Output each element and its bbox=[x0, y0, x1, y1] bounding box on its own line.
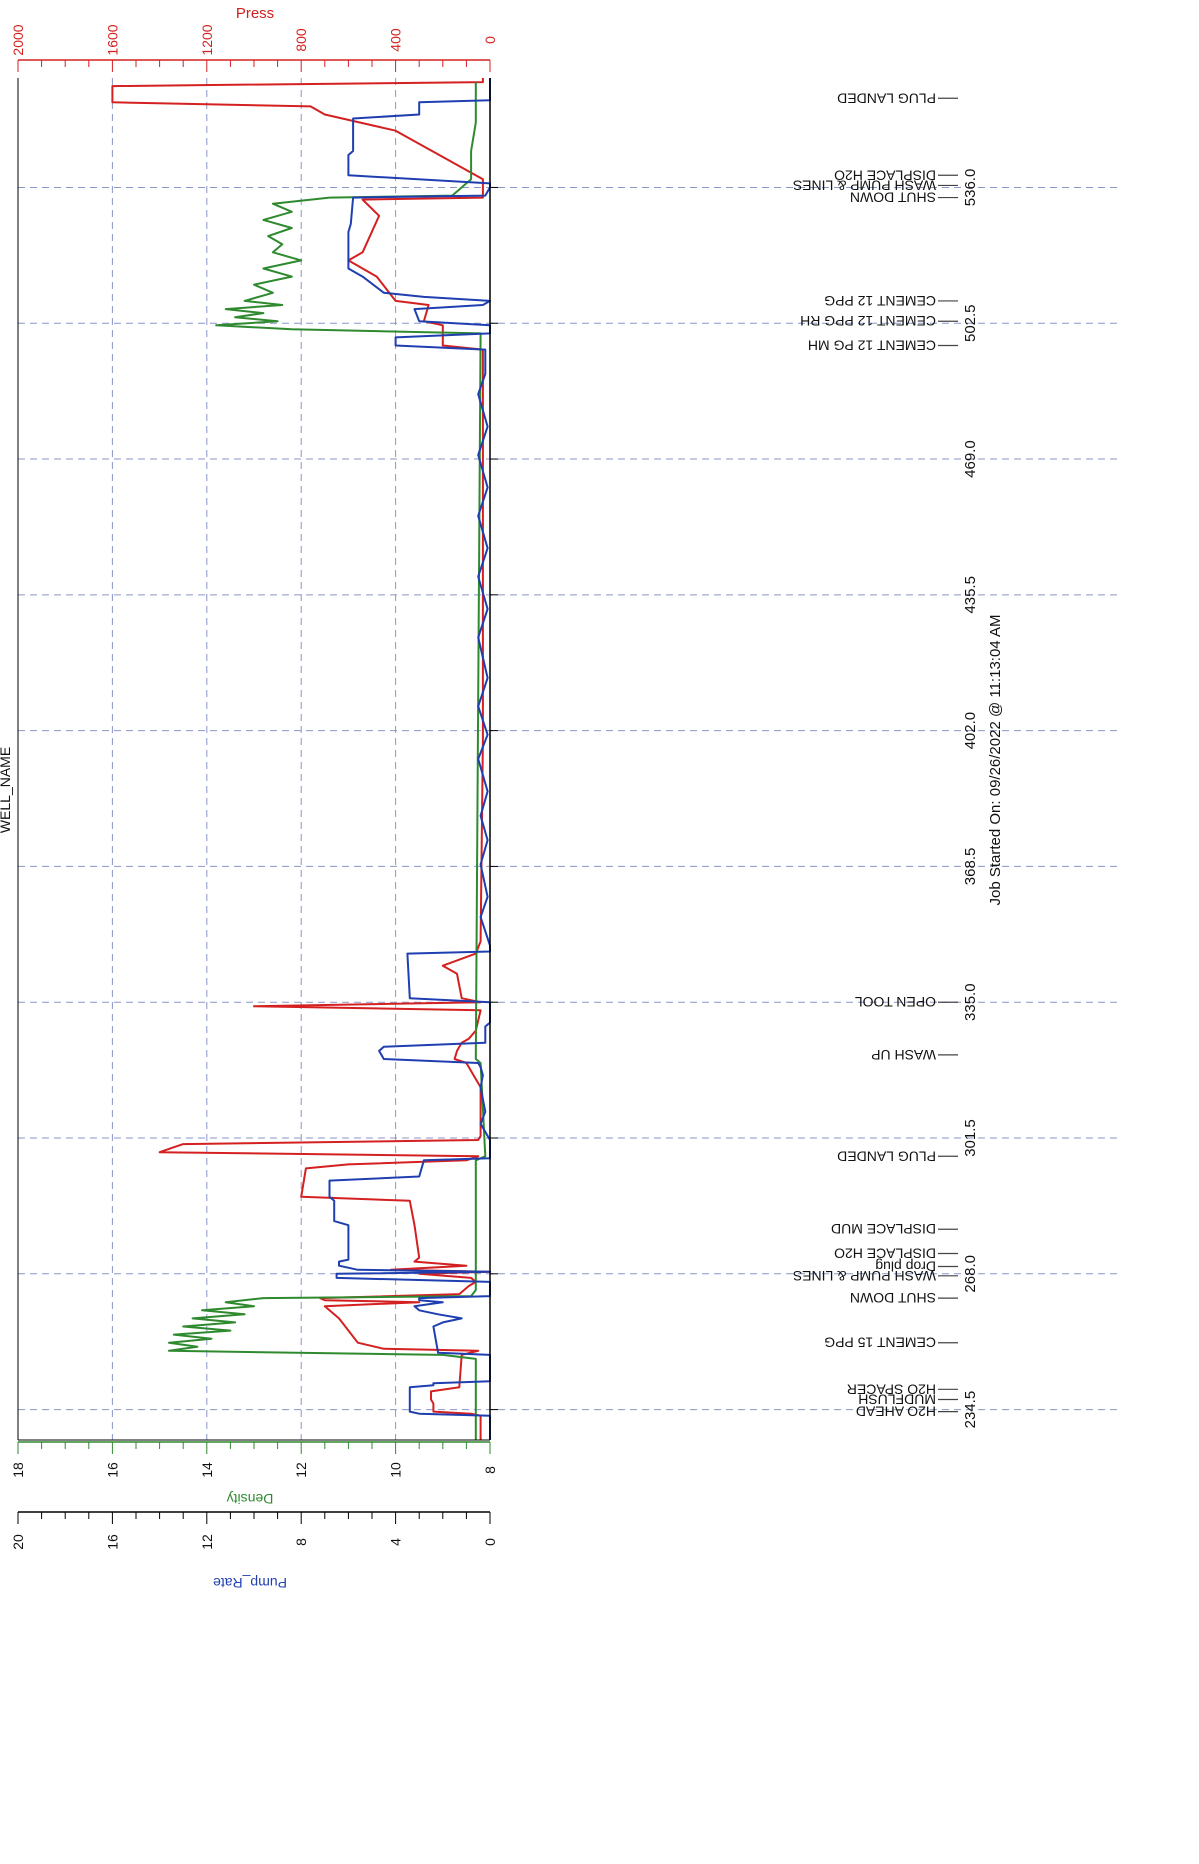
press-tick-label: 400 bbox=[388, 28, 404, 52]
press-tick-label: 1600 bbox=[104, 24, 120, 55]
series-line-density bbox=[168, 82, 487, 1440]
event-label: PLUG LANDED bbox=[837, 1148, 936, 1164]
pump-rate-tick-label: 4 bbox=[388, 1538, 404, 1546]
event-label: DISPLACE H2O bbox=[834, 167, 936, 183]
chart-text: 234.5 268.0 301.5 335.0 368.5 402.0 435.5 469.0… bbox=[0, 5, 1004, 1591]
time-tick-label: 335.0 bbox=[962, 983, 979, 1021]
density-tick-label: 16 bbox=[104, 1462, 120, 1478]
density-tick-label: 10 bbox=[388, 1462, 404, 1478]
job-start-label: Job Started On: 09/26/2022 @ 11:13:04 AM bbox=[987, 615, 1004, 906]
density-tick-label: 18 bbox=[10, 1462, 26, 1478]
pump-rate-tick-label: 20 bbox=[10, 1534, 26, 1550]
density-tick-label: 12 bbox=[293, 1462, 309, 1478]
pump-rate-tick-label: 8 bbox=[293, 1538, 309, 1546]
time-tick-label: 268.0 bbox=[962, 1255, 979, 1293]
time-tick-label: 301.5 bbox=[962, 1119, 979, 1157]
event-label: H2O AHEAD bbox=[856, 1404, 936, 1420]
pump-rate-tick-label: 0 bbox=[482, 1538, 498, 1546]
chart-title: WELL_NAME bbox=[0, 747, 13, 833]
event-label: CEMENT 15 PPG bbox=[824, 1335, 936, 1351]
event-label: CEMENT 12 PG MH bbox=[808, 338, 936, 354]
event-label: H2O SPACER bbox=[847, 1381, 936, 1397]
axes bbox=[17, 59, 498, 1524]
time-tick-label: 368.5 bbox=[962, 848, 979, 886]
event-label: MUDFLUSH bbox=[858, 1391, 936, 1407]
event-label: WASH PUMP & LINES bbox=[793, 177, 936, 193]
event-label: CEMENT 12 PPG bbox=[824, 293, 936, 309]
press-axis-label: Press bbox=[236, 5, 274, 22]
pump-rate-axis-label: Pump_Rate bbox=[213, 1575, 287, 1591]
density-tick-label: 14 bbox=[199, 1462, 215, 1478]
press-tick-label: 0 bbox=[482, 36, 498, 44]
event-label: PLUG LANDED bbox=[837, 90, 936, 106]
press-tick-label: 2000 bbox=[10, 24, 26, 55]
pump-rate-tick-label: 16 bbox=[104, 1534, 120, 1550]
event-label: Drop plug bbox=[875, 1259, 936, 1275]
event-label: WASH UP bbox=[871, 1047, 936, 1063]
plot-area bbox=[18, 78, 490, 1440]
press-tick-label: 1200 bbox=[199, 24, 215, 55]
series-lines bbox=[111, 78, 491, 1440]
press-tick-label: 800 bbox=[293, 28, 309, 52]
time-tick-label: 402.0 bbox=[962, 712, 979, 750]
density-axis-label: Density bbox=[227, 1491, 274, 1507]
event-label: DISPLACE MUD bbox=[831, 1221, 936, 1237]
event-label: CEMENT 12 PPG RH bbox=[800, 313, 936, 329]
time-tick-label: 234.5 bbox=[962, 1391, 979, 1429]
event-label: DISPLACE H2O bbox=[834, 1246, 936, 1262]
series-line-pump_rate bbox=[328, 78, 491, 1440]
grid bbox=[18, 78, 1120, 1440]
series-line-press bbox=[111, 78, 491, 1440]
event-label: WASH PUMP & LINES bbox=[793, 1268, 936, 1284]
event-label: OPEN TOOL bbox=[855, 994, 936, 1010]
time-tick-label: 536.0 bbox=[962, 169, 979, 207]
time-tick-label: 435.5 bbox=[962, 576, 979, 614]
time-tick-label: 502.5 bbox=[962, 304, 979, 342]
pump-rate-tick-label: 12 bbox=[199, 1534, 215, 1550]
event-label: SHUT DOWN bbox=[850, 190, 936, 206]
density-tick-label: 8 bbox=[482, 1466, 498, 1474]
time-tick-label: 469.0 bbox=[962, 440, 979, 478]
plot-background bbox=[18, 78, 490, 1440]
event-label: SHUT DOWN bbox=[850, 1290, 936, 1306]
